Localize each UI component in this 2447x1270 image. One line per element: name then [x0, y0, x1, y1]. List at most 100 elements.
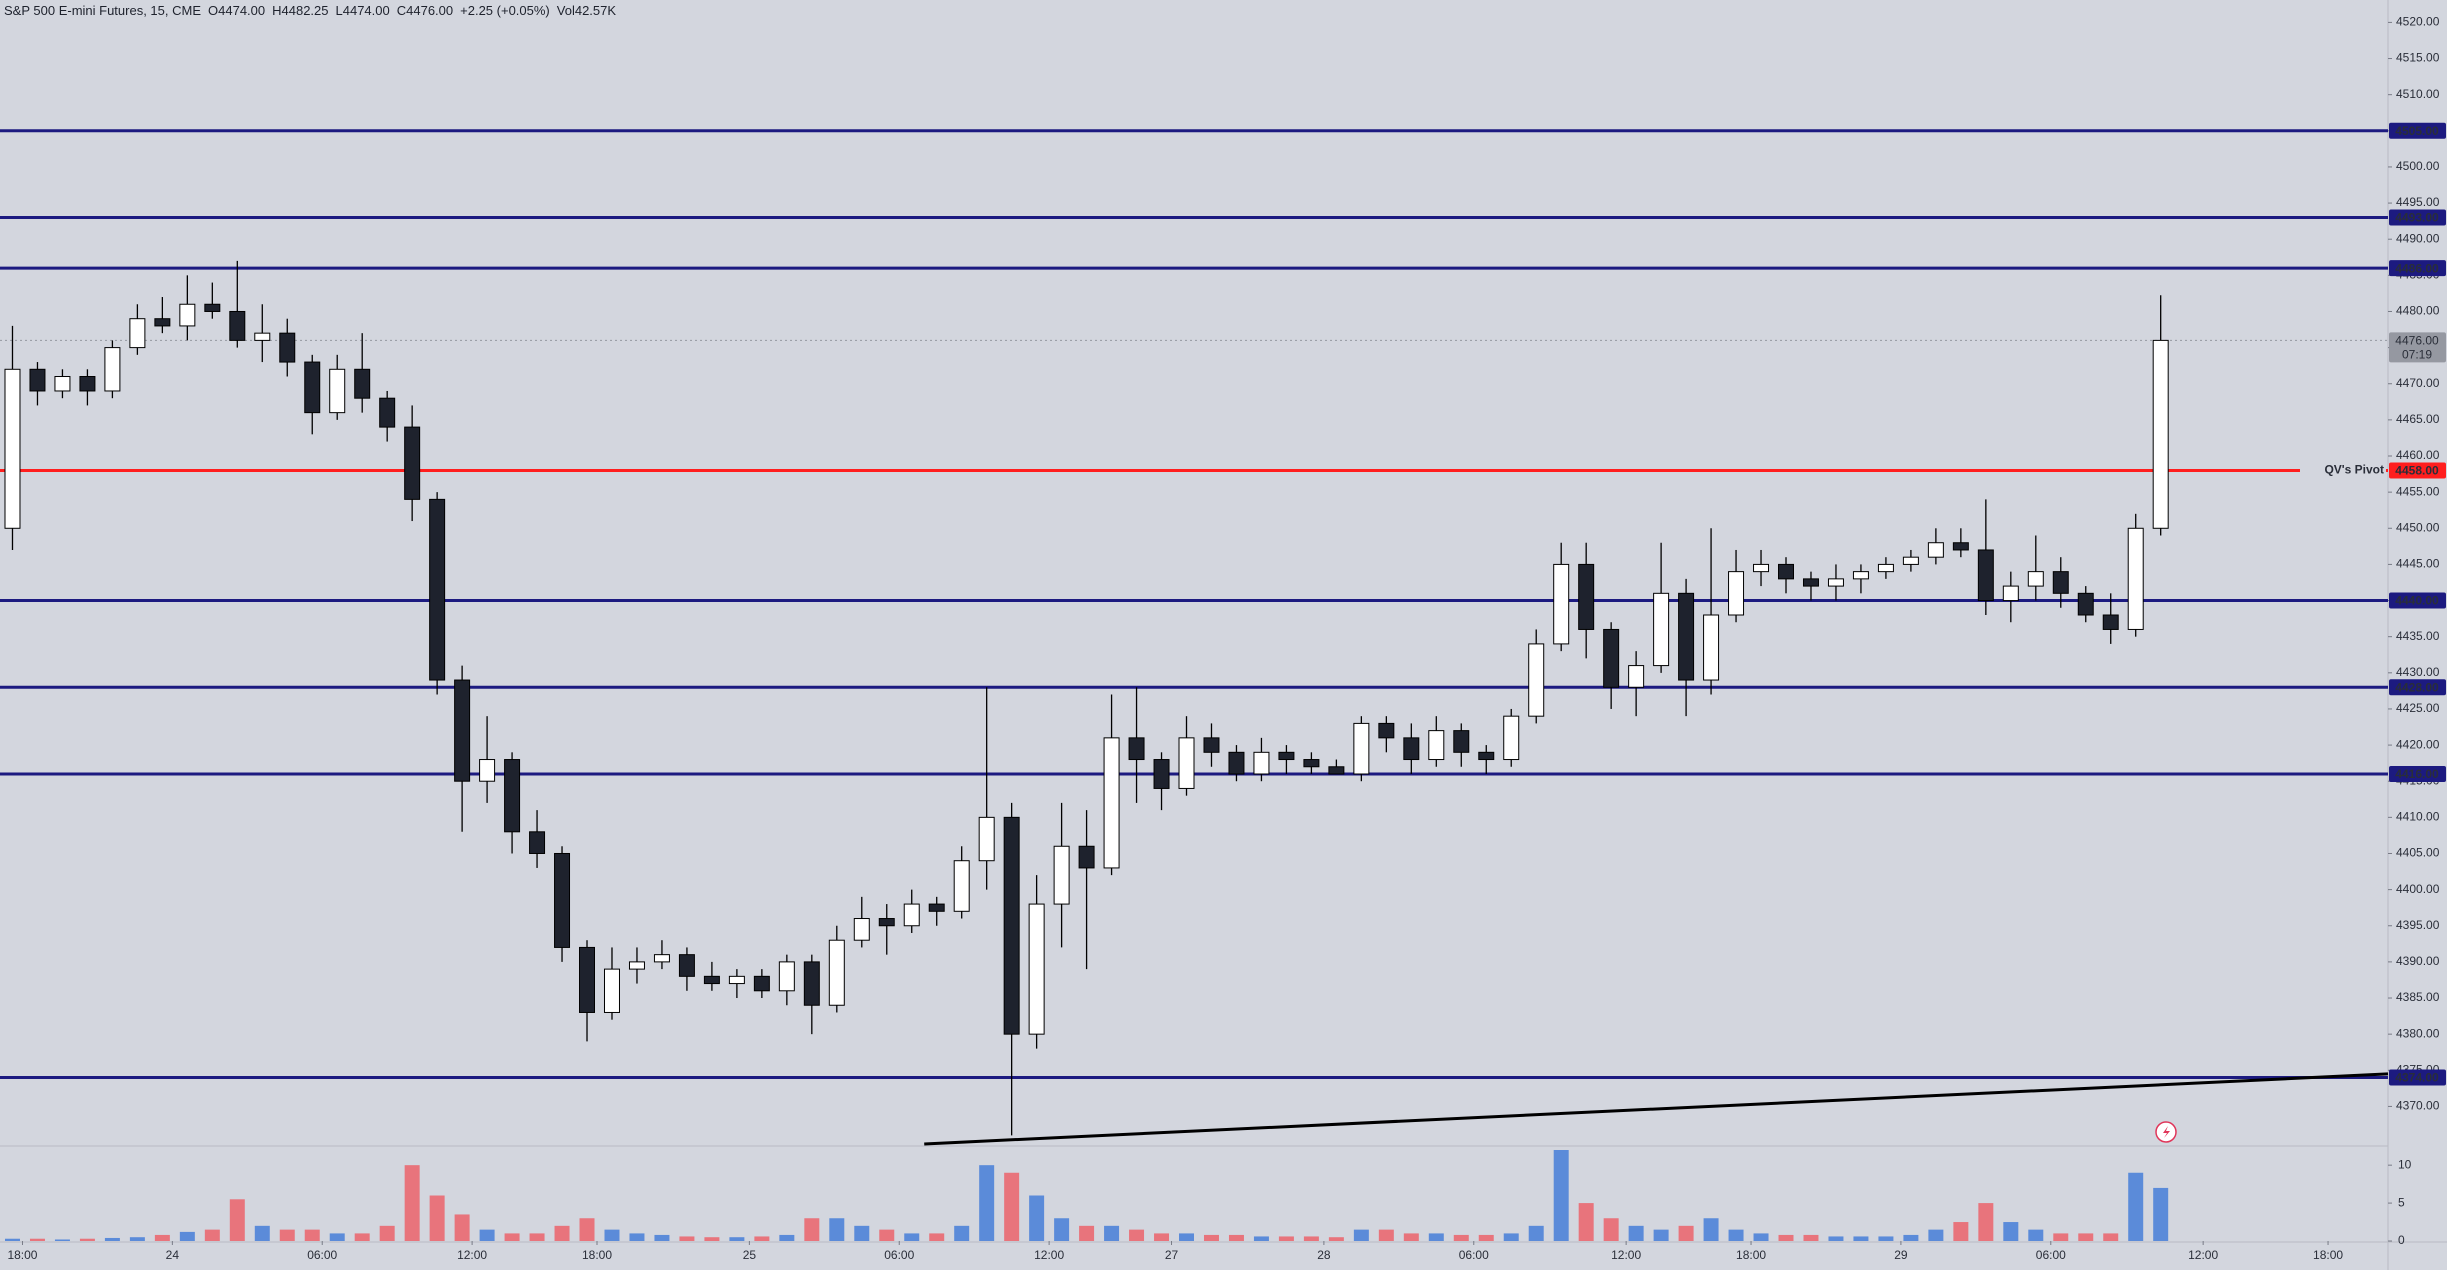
volume-bar	[2153, 1187, 2169, 1241]
volume-bar	[1129, 1229, 1145, 1241]
y-tick-label: 4510.00	[2396, 87, 2440, 101]
candle-body	[1103, 737, 1120, 869]
candle-body	[204, 303, 221, 312]
level-box	[2389, 209, 2446, 226]
volume-bar	[1154, 1233, 1170, 1241]
last-price-label: 4476.00	[2395, 334, 2439, 348]
volume-bar	[1878, 1236, 1894, 1241]
x-tick-label: 27	[1165, 1248, 1179, 1262]
y-tick-label: 4395.00	[2396, 918, 2440, 932]
volume-bar	[2053, 1233, 2069, 1241]
candle-body	[803, 961, 820, 1006]
volume-bar	[104, 1237, 120, 1241]
volume-bar	[1104, 1225, 1120, 1241]
volume-bar	[1528, 1225, 1544, 1241]
volume-bar	[1703, 1218, 1719, 1241]
candle-body	[1203, 737, 1220, 753]
candle-body	[653, 954, 670, 963]
ohlc-value: Vol42.57K	[556, 3, 617, 18]
volume-bar	[204, 1229, 220, 1241]
volume-bar	[1603, 1218, 1619, 1241]
volume-bar	[904, 1233, 920, 1241]
candle-body	[354, 368, 371, 399]
volume-bar	[154, 1234, 170, 1241]
x-tick-label: 12:00	[2188, 1248, 2218, 1262]
candle-body	[2127, 527, 2144, 630]
volume-bar	[1328, 1237, 1344, 1241]
volume-bar	[454, 1214, 470, 1241]
candle-body	[1802, 578, 1819, 587]
candle-body	[1178, 737, 1195, 789]
level-label: 4440.00	[2395, 594, 2439, 608]
volume-bar	[1054, 1218, 1070, 1241]
y-tick-label: 4410.00	[2396, 810, 2440, 824]
volume-bar	[779, 1234, 795, 1241]
candle-body	[1728, 571, 1745, 616]
candle-body	[1653, 592, 1670, 667]
volume-bar	[679, 1236, 695, 1241]
candle-body	[1078, 845, 1095, 869]
y-tick-label: 4445.00	[2396, 557, 2440, 571]
ohlc-value: C4476.00	[396, 3, 454, 18]
volume-bar	[879, 1229, 895, 1241]
candle-body	[1053, 845, 1070, 905]
candle-body	[54, 376, 71, 392]
x-tick-label: 06:00	[1459, 1248, 1489, 1262]
volume-bar	[2128, 1172, 2144, 1241]
y-tick-label: 4450.00	[2396, 520, 2440, 534]
countdown-label: 07:19	[2402, 348, 2432, 362]
volume-bar	[1453, 1234, 1469, 1241]
ohlc-value: +2.25 (+0.05%)	[460, 3, 550, 18]
volume-bar	[329, 1233, 345, 1241]
volume-bar	[1228, 1234, 1244, 1241]
candle-body	[878, 918, 895, 927]
volume-bar	[179, 1231, 195, 1241]
volume-bar	[2078, 1233, 2094, 1241]
candle-body	[229, 310, 246, 341]
alert-icon[interactable]	[2155, 1121, 2177, 1143]
candle-body	[479, 759, 496, 782]
candle-body	[853, 918, 870, 941]
y-tick-label: 4370.00	[2396, 1099, 2440, 1113]
ohlc-value: H4482.25	[272, 3, 329, 18]
y-tick-label: 4435.00	[2396, 629, 2440, 643]
y-tick-label: 4470.00	[2396, 376, 2440, 390]
ohlc-value: O4474.00	[208, 3, 266, 18]
volume-bar	[854, 1225, 870, 1241]
volume-bar	[1853, 1236, 1869, 1241]
y-tick-label: 4465.00	[2396, 412, 2440, 426]
volume-bar	[954, 1225, 970, 1241]
volume-bar	[1928, 1229, 1944, 1241]
chart-header: S&P 500 E-mini Futures, 15, CME O4474.00 H…	[4, 3, 623, 18]
level-box	[2389, 122, 2446, 139]
candle-body	[104, 347, 121, 392]
candle-body	[404, 426, 421, 500]
candle-body	[2052, 571, 2069, 594]
candle-body	[628, 961, 645, 970]
x-tick-label: 12:00	[1034, 1248, 1064, 1262]
last-price-box	[2389, 332, 2446, 363]
volume-bar	[1653, 1229, 1669, 1241]
volume-bar	[429, 1195, 445, 1241]
candle-body	[928, 903, 945, 912]
x-tick-label: 24	[166, 1248, 180, 1262]
candle-body	[579, 946, 596, 1013]
candle-body	[379, 397, 396, 428]
x-tick-label: 25	[743, 1248, 757, 1262]
candle-body	[678, 954, 695, 977]
level-box	[2389, 592, 2446, 609]
volume-bar	[1378, 1229, 1394, 1241]
candle-body	[1628, 665, 1645, 688]
level-label: 4416.00	[2395, 767, 2439, 781]
x-tick-label: 29	[1894, 1248, 1908, 1262]
y-tick-label: 4390.00	[2396, 954, 2440, 968]
candle-body	[304, 361, 321, 414]
candle-body	[79, 376, 96, 392]
volume-tick-label: 10	[2398, 1157, 2412, 1171]
volume-bar	[804, 1218, 820, 1241]
candle-body	[2152, 339, 2169, 529]
volume-bar	[704, 1237, 720, 1241]
candle-body	[728, 975, 745, 985]
pivot-box	[2389, 462, 2446, 479]
y-tick-label: 4420.00	[2396, 737, 2440, 751]
